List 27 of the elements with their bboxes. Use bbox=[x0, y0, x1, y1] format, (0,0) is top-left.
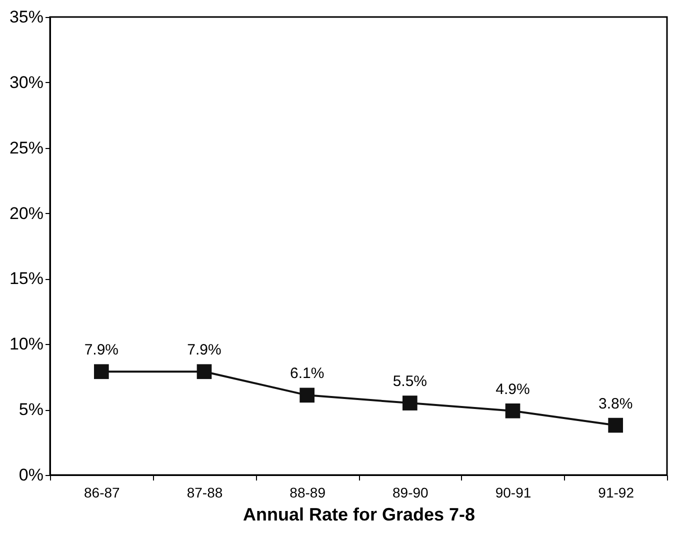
point bbox=[505, 403, 520, 418]
x-axis-title: Annual Rate for Grades 7-8 bbox=[242, 504, 476, 524]
data-label: 3.8% bbox=[598, 395, 633, 412]
y-tick-label: 0% bbox=[18, 466, 44, 484]
point bbox=[608, 418, 623, 433]
x-tick-label: 89-90 bbox=[392, 484, 429, 500]
y-tick-label: 35% bbox=[9, 8, 44, 26]
y-tick-label: 25% bbox=[9, 138, 44, 158]
y-tick-label: 20% bbox=[9, 204, 44, 223]
point bbox=[196, 364, 212, 380]
y-tick-label: 30% bbox=[9, 72, 44, 92]
y-tick-label: 5% bbox=[18, 400, 44, 420]
x-tick-label: 88-89 bbox=[290, 484, 326, 500]
x-tick-label: 91-92 bbox=[598, 484, 634, 500]
data-label: 6.1% bbox=[290, 365, 324, 382]
y-tick-label: 15% bbox=[9, 269, 44, 288]
data-label: 4.9% bbox=[496, 380, 530, 398]
x-tick-label: 90-91 bbox=[495, 484, 532, 500]
x-tick-label: 87-88 bbox=[186, 484, 223, 500]
data-label: 5.5% bbox=[392, 373, 428, 390]
point bbox=[300, 388, 314, 403]
data-label: 7.9% bbox=[187, 342, 222, 359]
x-tick-label: 86-87 bbox=[84, 484, 120, 500]
point bbox=[94, 364, 109, 380]
point bbox=[402, 396, 418, 410]
data-label: 7.9% bbox=[84, 342, 119, 359]
y-tick-label: 10% bbox=[9, 334, 44, 354]
